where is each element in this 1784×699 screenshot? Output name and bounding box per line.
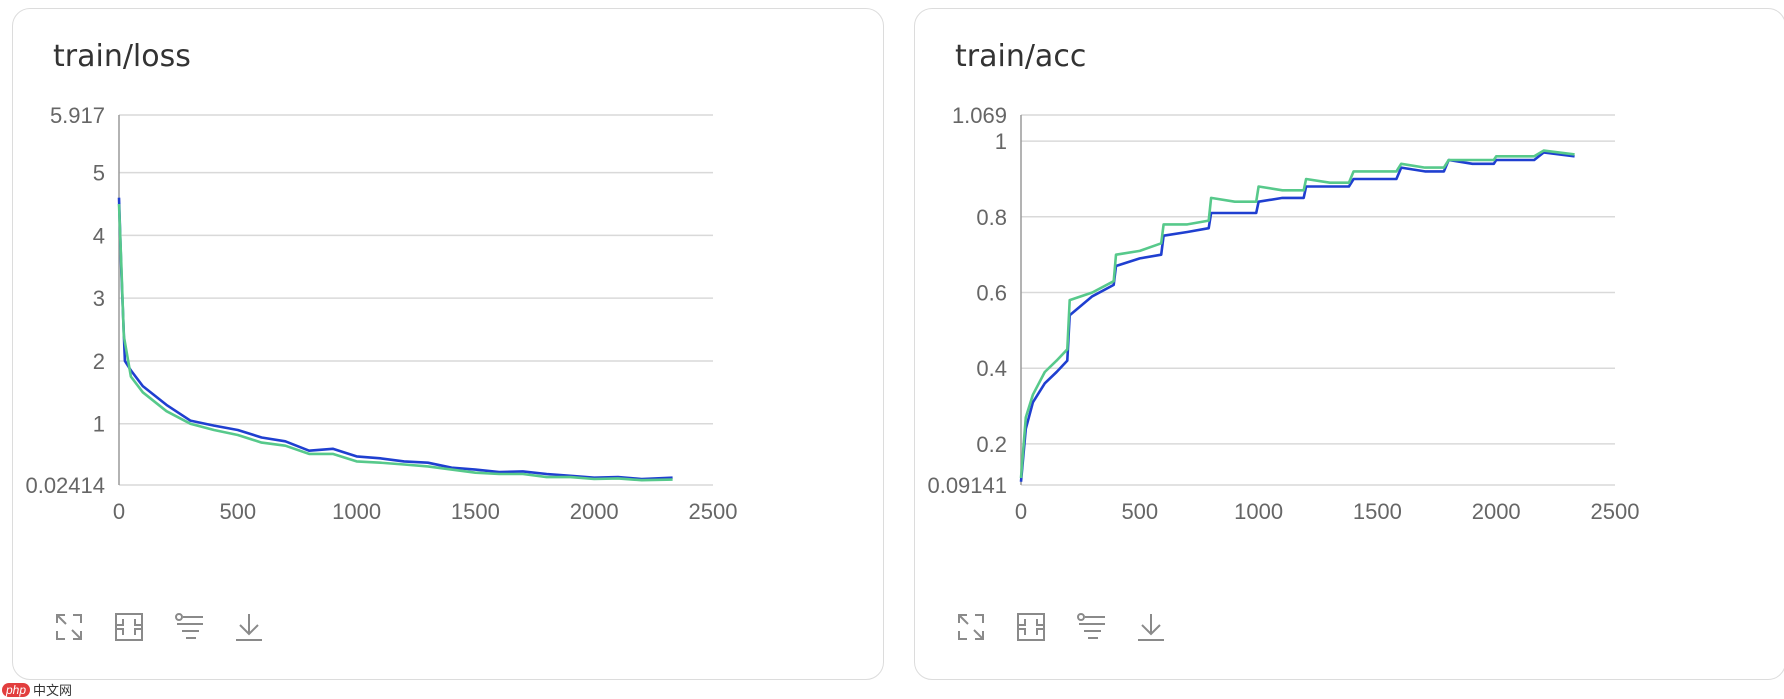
x-tick-label: 500 bbox=[219, 499, 256, 524]
x-tick-label: 500 bbox=[1121, 499, 1158, 524]
series-line-0 bbox=[1019, 151, 1575, 482]
y-tick-label: 4 bbox=[93, 223, 105, 248]
filter-icon[interactable] bbox=[1073, 609, 1109, 645]
x-tick-label: 2500 bbox=[689, 499, 738, 524]
loss-chart: 0.02414 1 2 3 4 5 5.917 0 500 1000 1500 2000 2500 bbox=[25, 103, 738, 524]
x-tick-label: 2000 bbox=[570, 499, 619, 524]
y-tick-label: 0.8 bbox=[976, 205, 1007, 230]
y-tick-label: 1 bbox=[93, 412, 105, 437]
chart-title: train/acc bbox=[955, 39, 1087, 74]
chart-title: train/loss bbox=[53, 39, 191, 74]
y-tick-label: 0.2 bbox=[976, 432, 1007, 457]
y-tick-label: 0.4 bbox=[976, 356, 1007, 381]
y-tick-label: 1 bbox=[995, 129, 1007, 154]
expand-icon[interactable] bbox=[953, 609, 989, 645]
download-icon[interactable] bbox=[231, 609, 267, 645]
x-tick-label: 1000 bbox=[332, 499, 381, 524]
filter-icon[interactable] bbox=[171, 609, 207, 645]
chart-card-loss: train/loss 0.02414 1 2 3 4 5 5.917 0 500 1000 1500… bbox=[12, 8, 884, 680]
expand-icon[interactable] bbox=[51, 609, 87, 645]
watermark: php 中文网 bbox=[2, 680, 72, 699]
watermark-text: 中文网 bbox=[33, 683, 73, 698]
x-tick-label: 0 bbox=[1015, 499, 1027, 524]
fit-icon[interactable] bbox=[1013, 609, 1049, 645]
y-tick-label: 5 bbox=[93, 161, 105, 186]
y-tick-label: 1.069 bbox=[952, 103, 1007, 128]
x-tick-label: 2500 bbox=[1591, 499, 1640, 524]
series-line-1 bbox=[1019, 149, 1575, 479]
y-tick-label: 0.6 bbox=[976, 281, 1007, 306]
chart-toolbar bbox=[953, 609, 1169, 645]
y-tick-label: 3 bbox=[93, 286, 105, 311]
chart-toolbar bbox=[51, 609, 267, 645]
y-tick-label: 0.09141 bbox=[927, 473, 1007, 498]
y-tick-label: 5.917 bbox=[50, 103, 105, 128]
fit-icon[interactable] bbox=[111, 609, 147, 645]
y-tick-label: 0.02414 bbox=[25, 473, 105, 498]
watermark-logo: php bbox=[2, 682, 31, 697]
series-line-1 bbox=[117, 203, 673, 482]
chart-card-acc: train/acc 0.09141 0.2 0.4 0.6 0.8 1 1.069 0 500 1… bbox=[914, 8, 1784, 680]
y-tick-label: 2 bbox=[93, 349, 105, 374]
x-tick-label: 0 bbox=[113, 499, 125, 524]
x-tick-label: 2000 bbox=[1472, 499, 1521, 524]
series-line-0 bbox=[117, 197, 673, 481]
download-icon[interactable] bbox=[1133, 609, 1169, 645]
x-tick-label: 1500 bbox=[451, 499, 500, 524]
x-tick-label: 1000 bbox=[1234, 499, 1283, 524]
x-tick-label: 1500 bbox=[1353, 499, 1402, 524]
acc-chart: 0.09141 0.2 0.4 0.6 0.8 11.069 0 500 1000 1500 200… bbox=[927, 103, 1640, 524]
